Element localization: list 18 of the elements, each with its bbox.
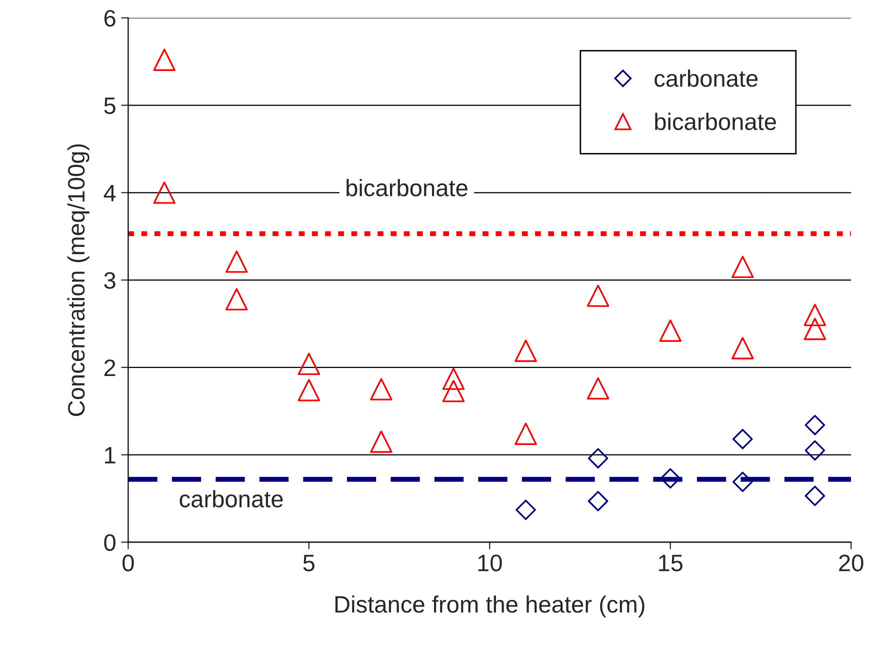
x-tick-label: 5 (303, 554, 314, 572)
x-tick-label: 0 (122, 554, 134, 572)
x-tick-label: 15 (659, 554, 682, 572)
x-tick-label: 10 (478, 554, 502, 572)
y-tick-label: 0 (104, 534, 116, 551)
ref-line-label: bicarbonate (346, 179, 468, 196)
ref-line-label: carbonate (180, 490, 283, 508)
legend-label: carbonate (654, 70, 758, 87)
y-tick-label: 4 (104, 184, 116, 202)
x-tick-label: 20 (839, 554, 864, 572)
y-tick-label: 6 (104, 10, 116, 27)
y-tick-label: 1 (105, 447, 116, 464)
y-axis-title: Concentration (meq/100g) (67, 144, 90, 416)
x-axis-title: Distance from the heater (cm) (335, 595, 644, 618)
y-tick-label: 2 (104, 359, 116, 376)
legend-label: bicarbonate (655, 112, 776, 130)
y-tick-label: 3 (104, 272, 116, 289)
y-tick-label: 5 (104, 98, 116, 114)
